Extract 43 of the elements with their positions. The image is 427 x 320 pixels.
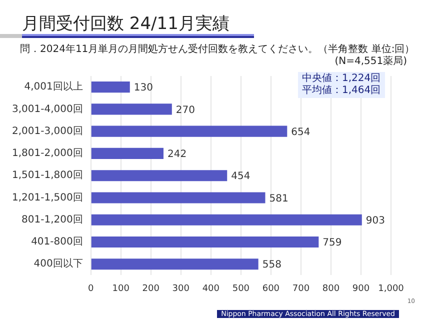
bar [91, 148, 164, 159]
data-label: 270 [176, 104, 195, 116]
y-tick-label: 400回以下 [34, 258, 83, 270]
data-label: 242 [167, 149, 187, 160]
y-tick-label: 801-1,200回 [22, 214, 83, 226]
data-label: 454 [231, 171, 250, 182]
data-label: 130 [134, 82, 153, 94]
annotation: 平均値：1,464回 [302, 85, 381, 97]
x-tick-label: 500 [232, 284, 250, 294]
bar [91, 126, 288, 137]
x-tick-label: 400 [202, 284, 220, 294]
chart-title: 月間受付回数 24/11月実績 [22, 13, 230, 35]
bar [91, 258, 258, 270]
bar [91, 82, 130, 93]
text: (N=4,551薬局) [334, 54, 407, 68]
x-tick-label: 200 [142, 284, 160, 294]
x-tick-label: 100 [112, 284, 130, 294]
x-tick-label: 700 [292, 284, 310, 294]
annotation: 中央値：1,224回 [302, 73, 381, 85]
x-tick-label: 0 [88, 284, 94, 294]
x-tick-label: 300 [172, 284, 190, 294]
x-tick-label: 600 [262, 284, 280, 294]
y-tick-label: 1,801-2,000回 [12, 148, 83, 160]
data-label: 558 [262, 260, 282, 271]
bar [91, 214, 362, 226]
data-label: 581 [269, 193, 288, 204]
x-tick-label: 1,000 [378, 284, 404, 294]
data-label: 759 [322, 238, 342, 249]
bar [91, 192, 266, 204]
y-tick-label: 401-800回 [31, 236, 83, 248]
y-tick-label: 2,001-3,000回 [12, 126, 83, 137]
y-tick-label: 1,201-1,500回 [12, 192, 83, 204]
bar [91, 236, 319, 248]
data-label: 654 [291, 126, 310, 138]
x-tick-label: 900 [352, 284, 370, 294]
y-tick-label: 1,501-1,800回 [12, 170, 83, 182]
bar [91, 170, 228, 182]
bar [91, 104, 172, 115]
chart-subtitle: 問．2024年11月単月の月間処方せん受付回数を教えてください。（半角整数 単位:回） [20, 42, 415, 56]
y-tick-label: 3,001-4,000回 [12, 104, 83, 115]
data-label: 903 [366, 215, 385, 226]
x-tick-label: 800 [322, 284, 340, 294]
y-tick-label: 4,001回以上 [24, 80, 83, 93]
